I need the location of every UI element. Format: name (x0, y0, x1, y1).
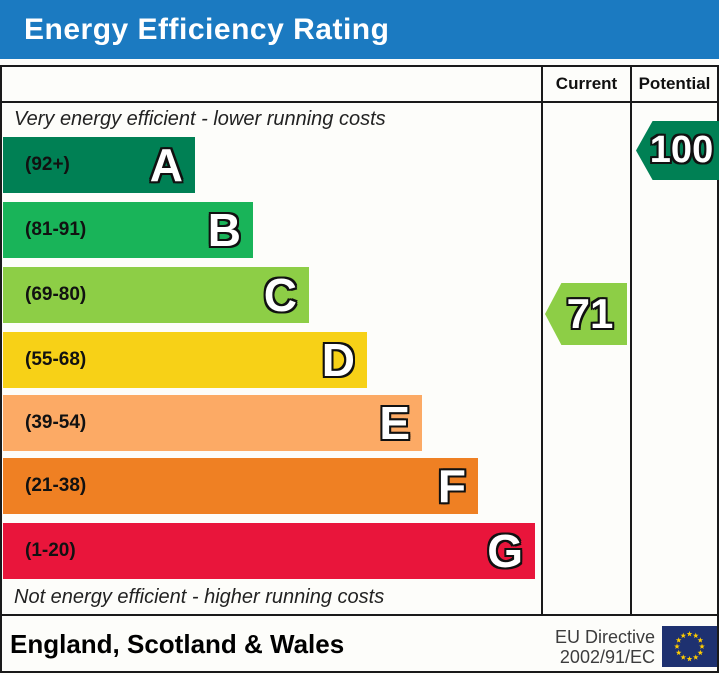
column-header-potential: Potential (638, 74, 711, 93)
page-title: Energy Efficiency Rating (24, 12, 390, 46)
eu-directive-label: EU Directive 2002/91/EC (500, 627, 655, 667)
band-range-label: (1-20) (25, 540, 76, 561)
band-row-D: (55-68) D (3, 332, 367, 388)
band-letter: F (437, 460, 466, 512)
band-range-label: (69-80) (25, 284, 87, 305)
eu-flag-icon (662, 626, 717, 667)
band-row-E: (39-54) E (3, 395, 422, 451)
band-row-A: (92+) A (3, 137, 195, 193)
header-divider (0, 101, 719, 103)
region-label: England, Scotland & Wales (10, 629, 345, 659)
footer-divider (0, 614, 719, 616)
column-header-current: Current (555, 74, 618, 93)
band-letter: A (149, 139, 183, 191)
band-letter: G (487, 525, 523, 577)
current-rating-arrow: 71 (545, 283, 627, 345)
band-row-B: (81-91) B (3, 202, 253, 258)
potential-rating-arrow: 100 (636, 121, 719, 180)
band-row-G: (1-20) G (3, 523, 535, 579)
band-range-label: (55-68) (25, 349, 87, 370)
band-range-label: (39-54) (25, 412, 87, 433)
band-range-label: (21-38) (25, 475, 87, 496)
band-letter: E (379, 397, 410, 449)
top-note: Very energy efficient - lower running co… (14, 108, 386, 130)
band-letter: B (207, 204, 241, 256)
title-bar: Energy Efficiency Rating (0, 0, 719, 59)
current-column-divider (541, 65, 543, 616)
band-range-label: (81-91) (25, 219, 87, 240)
chart-frame (0, 65, 719, 673)
band-row-F: (21-38) F (3, 458, 478, 514)
band-range-label: (92+) (25, 154, 70, 175)
current-rating-value: 71 (566, 290, 614, 337)
band-letter: C (263, 269, 297, 321)
band-row-C: (69-80) C (3, 267, 309, 323)
eu-directive-line2: 2002/91/EC (559, 647, 655, 667)
eu-directive-line1: EU Directive (554, 627, 655, 647)
bottom-note: Not energy efficient - higher running co… (14, 586, 385, 608)
potential-column-divider (630, 65, 632, 616)
band-letter: D (321, 334, 355, 386)
potential-rating-value: 100 (649, 129, 714, 171)
